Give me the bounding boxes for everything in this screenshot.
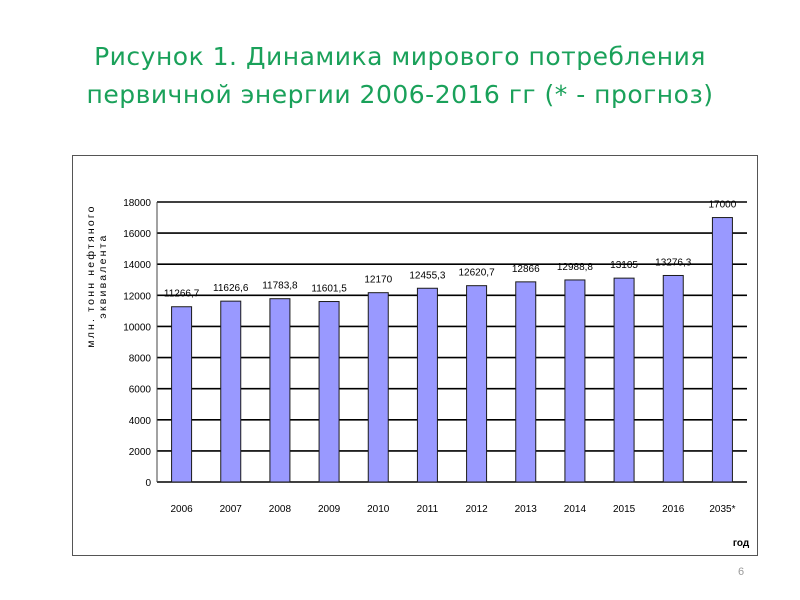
data-label: 12866 xyxy=(512,264,540,275)
bar xyxy=(515,281,537,483)
y-axis-ticks: 0 2000 4000 6000 8000 10000 12000 14000 16000 180… xyxy=(123,198,151,489)
data-label: 12988,8 xyxy=(557,262,594,273)
data-label: 17000 xyxy=(709,200,737,211)
y-tick-label: 0 xyxy=(145,478,151,489)
bar xyxy=(318,301,340,483)
x-tick-label: 2012 xyxy=(465,504,488,515)
slide-title-line-1: Рисунок 1. Динамика мирового потребления xyxy=(94,42,706,71)
y-tick-label: 4000 xyxy=(129,416,152,427)
bar xyxy=(613,277,635,483)
y-tick-label: 6000 xyxy=(129,385,152,396)
y-tick-label: 18000 xyxy=(123,198,151,209)
x-tick-label: 2009 xyxy=(318,504,341,515)
bar xyxy=(466,285,488,483)
bar xyxy=(269,298,291,483)
x-tick-label: 2014 xyxy=(564,504,587,515)
x-tick-label: 2007 xyxy=(220,504,243,515)
bar-chart: 0 2000 4000 6000 8000 10000 12000 14000 16000 180… xyxy=(85,198,750,549)
bar xyxy=(171,306,193,483)
y-tick-label: 14000 xyxy=(123,260,151,271)
bar xyxy=(662,274,684,483)
chart-frame: 0 2000 4000 6000 8000 10000 12000 14000 16000 180… xyxy=(72,155,758,556)
bar xyxy=(711,217,733,483)
x-tick-label: 2008 xyxy=(269,504,292,515)
x-axis-ticks: 2006 2007 2008 2009 2010 2011 2012 2013 2014 2015… xyxy=(170,504,735,515)
x-tick-label: 2035* xyxy=(709,504,735,515)
data-label: 11601,5 xyxy=(311,284,347,295)
slide-title: Рисунок 1. Динамика мирового потребления… xyxy=(0,38,800,114)
bar xyxy=(367,292,389,483)
data-label: 12620,7 xyxy=(459,268,496,279)
bar xyxy=(416,287,438,483)
y-tick-label: 16000 xyxy=(123,229,151,240)
data-label: 12455,3 xyxy=(409,270,446,281)
data-label: 12170 xyxy=(364,275,392,286)
bar xyxy=(220,300,242,483)
page-number: 6 xyxy=(738,566,745,578)
x-tick-label: 2010 xyxy=(367,504,390,515)
x-axis-label: год xyxy=(733,538,750,549)
y-axis-label-line-1: млн. тонн нефтяного xyxy=(85,204,97,347)
y-tick-label: 8000 xyxy=(129,354,152,365)
gridlines xyxy=(156,201,747,483)
x-tick-label: 2006 xyxy=(170,504,193,515)
x-tick-label: 2013 xyxy=(515,504,538,515)
data-label: 13105 xyxy=(610,260,638,271)
y-axis-label-line-2: эквивалента xyxy=(97,233,109,318)
data-labels: 11266,7 11626,6 11783,8 11601,5 12170 12455,3… xyxy=(164,200,737,300)
data-label: 11266,7 xyxy=(164,289,200,300)
x-tick-label: 2011 xyxy=(417,504,439,515)
slide-title-line-2: первичной энергии 2006-2016 гг (* - прог… xyxy=(86,80,714,109)
data-label: 13276,3 xyxy=(655,257,692,268)
y-tick-label: 2000 xyxy=(129,447,152,458)
y-axis-label: млн. тонн нефтяного эквивалента xyxy=(85,204,109,347)
bars xyxy=(171,217,733,483)
x-tick-label: 2016 xyxy=(662,504,685,515)
y-tick-label: 10000 xyxy=(123,322,151,333)
bar xyxy=(564,279,586,483)
x-tick-label: 2015 xyxy=(613,504,636,515)
data-label: 11626,6 xyxy=(213,283,249,294)
data-label: 11783,8 xyxy=(262,281,298,292)
y-tick-label: 12000 xyxy=(123,291,151,302)
